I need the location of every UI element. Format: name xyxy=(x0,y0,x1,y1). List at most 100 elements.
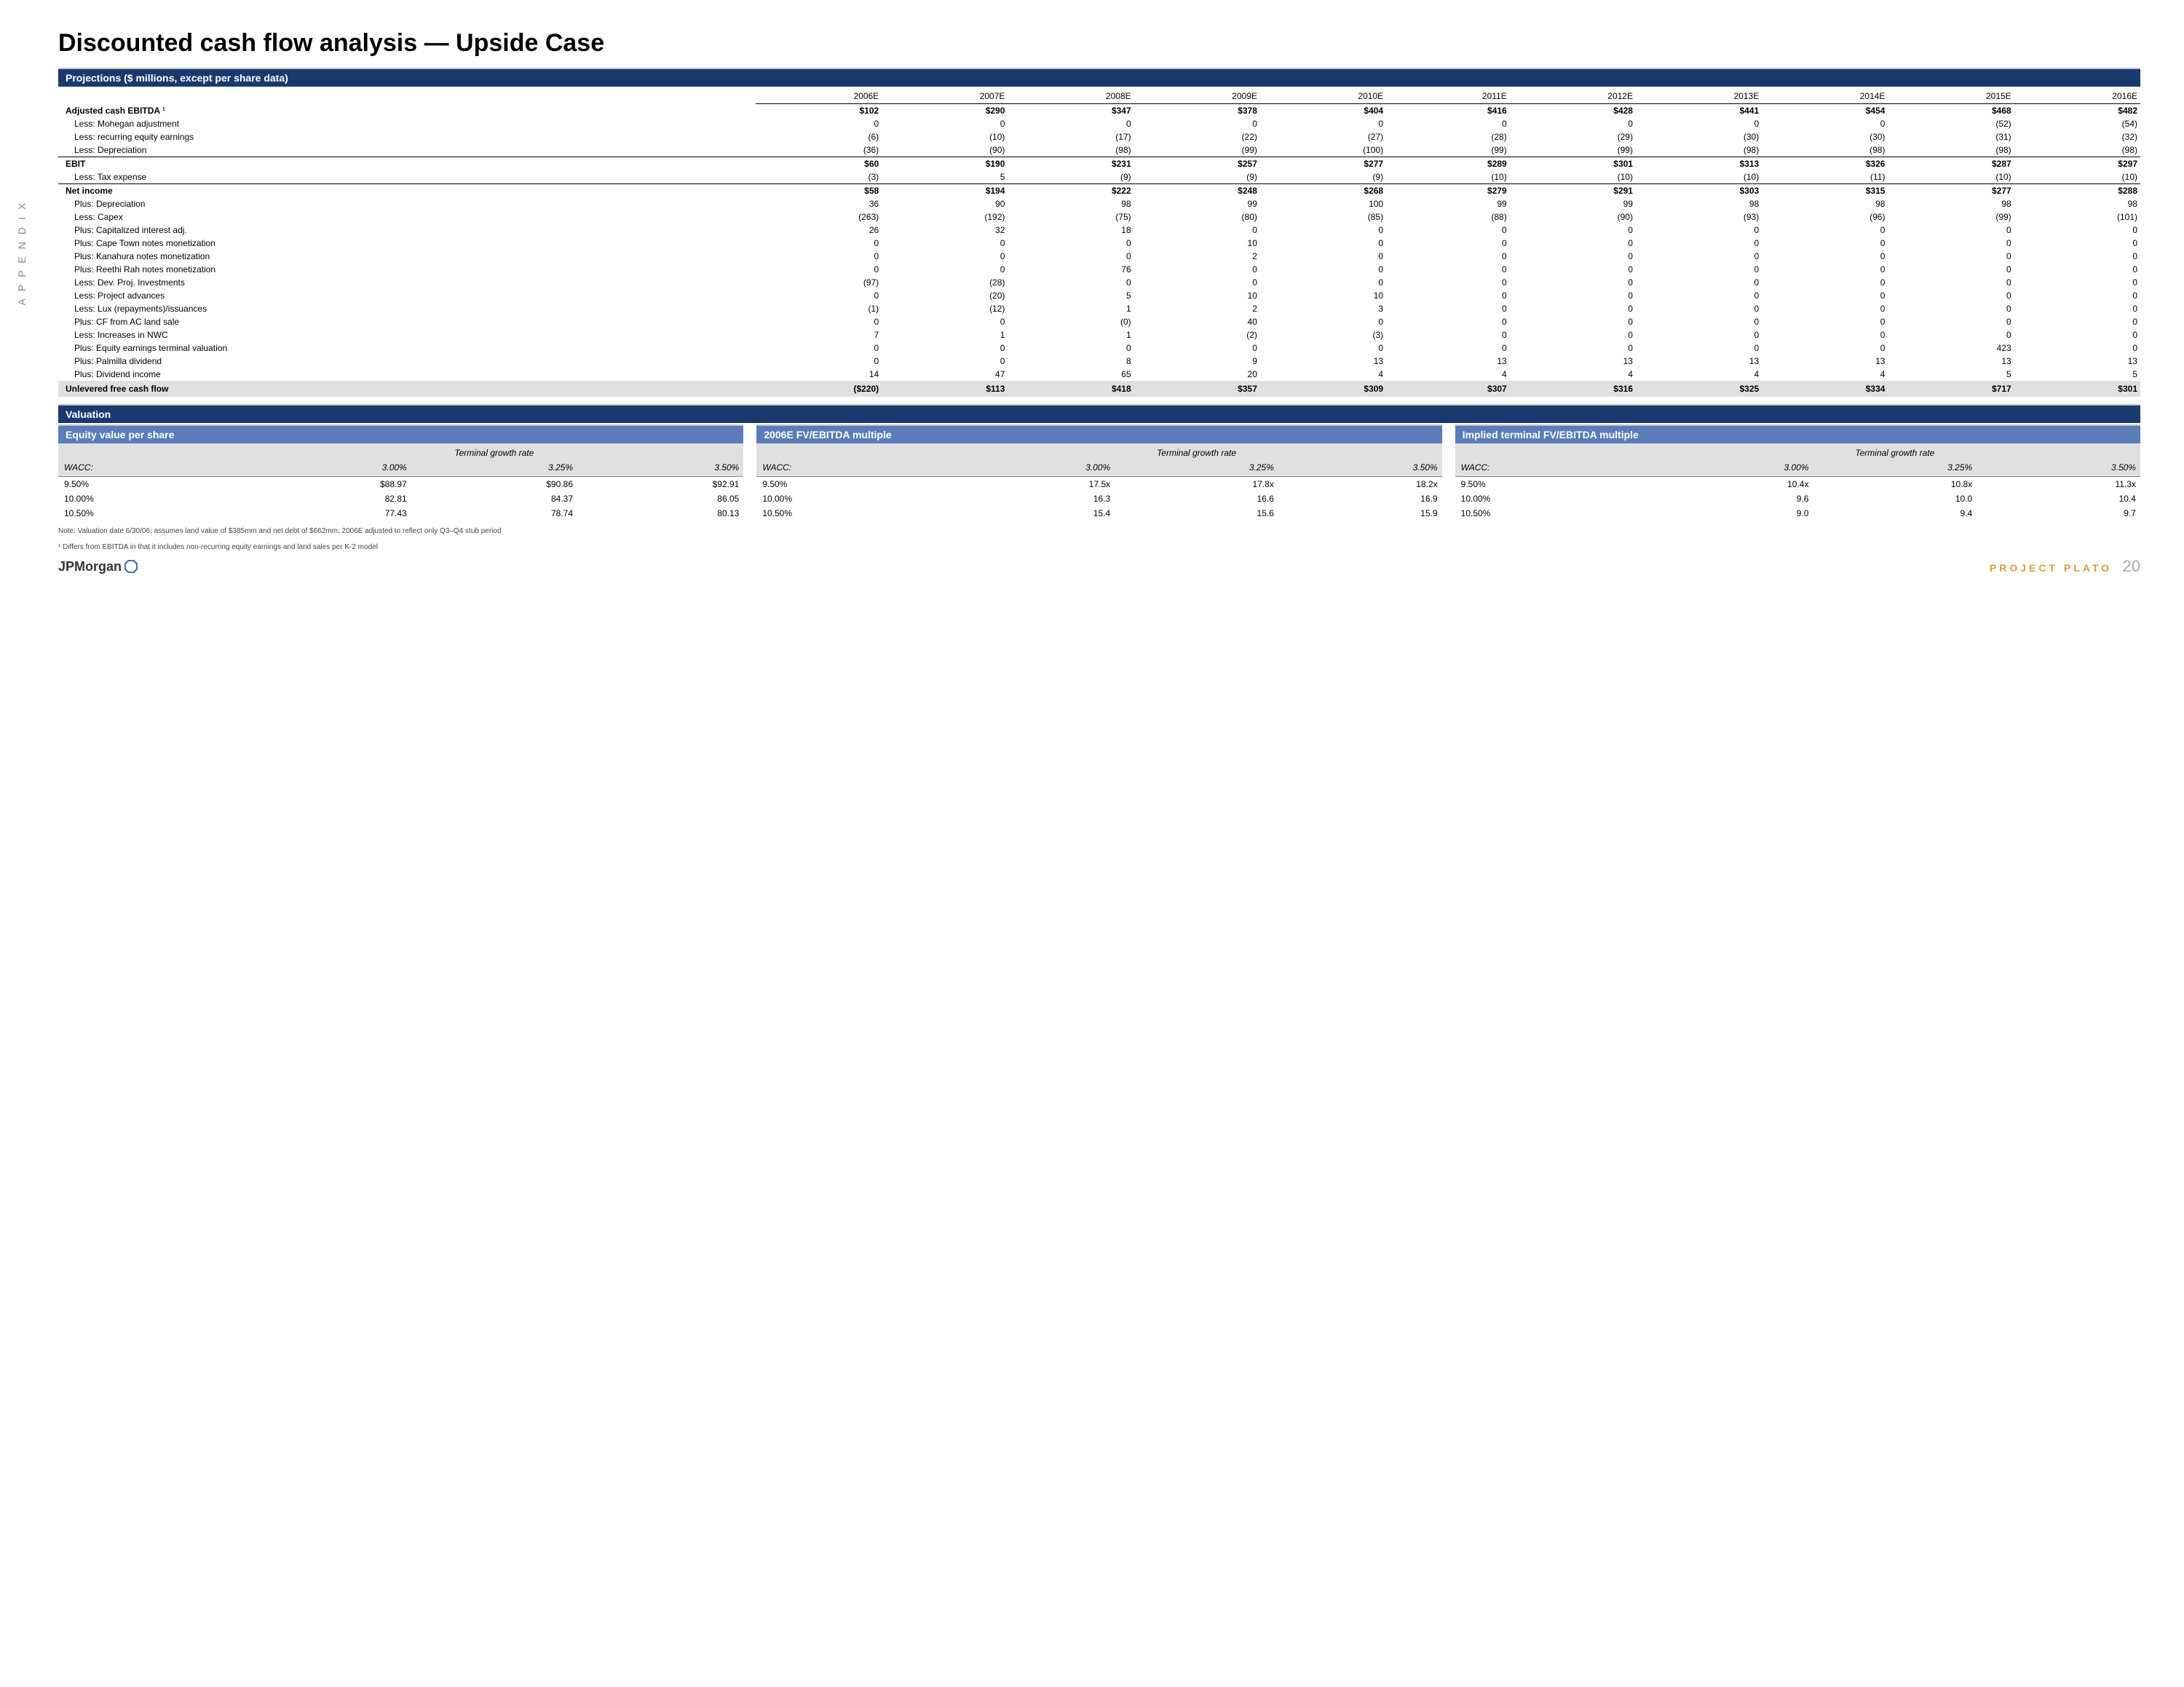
table-row: Plus: Depreciation3690989910099999898989… xyxy=(58,197,2140,210)
cell: $102 xyxy=(756,104,882,118)
row-label: Net income xyxy=(58,184,756,198)
row-label: Adjusted cash EBITDA ¹ xyxy=(58,104,756,118)
cell: 0 xyxy=(1386,250,1510,263)
row-label: Plus: Kanahura notes monetization xyxy=(58,250,756,263)
cell: $313 xyxy=(1636,157,1762,171)
cell: (93) xyxy=(1636,210,1762,224)
row-label: Plus: Equity earnings terminal valuation xyxy=(58,341,756,355)
cell: (20) xyxy=(882,289,1008,302)
cell: $468 xyxy=(1888,104,2014,118)
page-number: 20 xyxy=(2123,557,2140,575)
table-row: Less: Mohegan adjustment000000000(52)(54… xyxy=(58,117,2140,130)
cell: 0 xyxy=(1260,250,1386,263)
cell: 0 xyxy=(1762,224,1888,237)
cell: (0) xyxy=(1008,315,1133,328)
col-header: 3.50% xyxy=(1278,460,1442,477)
cell: 99 xyxy=(1386,197,1510,210)
cell: $277 xyxy=(1260,157,1386,171)
cell: $290 xyxy=(882,104,1008,118)
cell: 0 xyxy=(1636,263,1762,276)
cell: 0 xyxy=(1762,289,1888,302)
cell: (28) xyxy=(1386,130,1510,143)
cell: (9) xyxy=(1134,170,1260,184)
col-header: 3.25% xyxy=(1813,460,1977,477)
cell: 13 xyxy=(1510,355,1636,368)
col-header: 3.00% xyxy=(951,460,1115,477)
table-row: Plus: Dividend income144765204444455 xyxy=(58,368,2140,381)
ufcf-row: Unlevered free cash flow($220)$113$418$3… xyxy=(58,381,2140,397)
cell: 90 xyxy=(882,197,1008,210)
logo-text: JPMorgan xyxy=(58,559,122,574)
cell: $482 xyxy=(2014,104,2140,118)
cell: 0 xyxy=(882,250,1008,263)
cell: 0 xyxy=(1386,263,1510,276)
cell: 0 xyxy=(1134,224,1260,237)
cell: 0 xyxy=(1636,276,1762,289)
cell: 0 xyxy=(1762,250,1888,263)
cell: $326 xyxy=(1762,157,1888,171)
cell: (80) xyxy=(1134,210,1260,224)
table-row: Plus: Capitalized interest adj.263218000… xyxy=(58,224,2140,237)
row-label: Unlevered free cash flow xyxy=(58,381,756,397)
cell: 7 xyxy=(756,328,882,341)
col-header: 3.00% xyxy=(245,460,411,477)
cell: 0 xyxy=(2014,276,2140,289)
cell: 76 xyxy=(1008,263,1133,276)
cell: 0 xyxy=(1260,237,1386,250)
cell: $190 xyxy=(882,157,1008,171)
cell: (98) xyxy=(1888,143,2014,157)
cell: 0 xyxy=(1386,117,1510,130)
cell: 98 xyxy=(1008,197,1133,210)
cell: $289 xyxy=(1386,157,1510,171)
cell: (10) xyxy=(2014,170,2140,184)
cell: 0 xyxy=(1888,289,2014,302)
cell: 0 xyxy=(1762,237,1888,250)
cell: $88.97 xyxy=(245,477,411,492)
cell: 15.6 xyxy=(1115,506,1278,521)
row-label: Less: Tax expense xyxy=(58,170,756,184)
cell: (3) xyxy=(756,170,882,184)
year-header: 2016E xyxy=(2014,87,2140,104)
cell: 0 xyxy=(1888,328,2014,341)
cell: 2 xyxy=(1134,302,1260,315)
cell: 0 xyxy=(1386,224,1510,237)
cell: 0 xyxy=(756,250,882,263)
table-row: Less: Increases in NWC711(2)(3)000000 xyxy=(58,328,2140,341)
cell: 0 xyxy=(1636,224,1762,237)
cell: 0 xyxy=(1260,224,1386,237)
cell: 0 xyxy=(1510,250,1636,263)
cell: (10) xyxy=(1888,170,2014,184)
cell: 0 xyxy=(1762,315,1888,328)
row-label: EBIT xyxy=(58,157,756,171)
cell: (96) xyxy=(1762,210,1888,224)
table-row: 10.00%82.8184.3786.05 xyxy=(58,491,743,506)
cell: (52) xyxy=(1888,117,2014,130)
cell: 78.74 xyxy=(411,506,577,521)
table-row: 10.50%15.415.615.9 xyxy=(756,506,1441,521)
cell: 13 xyxy=(2014,355,2140,368)
year-header: 2008E xyxy=(1008,87,1133,104)
cell: 0 xyxy=(756,289,882,302)
cell: 9.6 xyxy=(1650,491,1813,506)
cell: $288 xyxy=(2014,184,2140,198)
cell: 0 xyxy=(1888,302,2014,315)
wacc-rate: 10.50% xyxy=(58,506,245,521)
cell: $301 xyxy=(1510,157,1636,171)
row-label: Plus: Depreciation xyxy=(58,197,756,210)
col-header: 3.25% xyxy=(1115,460,1278,477)
cell: 0 xyxy=(1386,289,1510,302)
cell: 98 xyxy=(1762,197,1888,210)
cell: 16.3 xyxy=(951,491,1115,506)
cell: 0 xyxy=(1510,328,1636,341)
year-header: 2013E xyxy=(1636,87,1762,104)
cell: (54) xyxy=(2014,117,2140,130)
cell: 13 xyxy=(1260,355,1386,368)
cell: 10.0 xyxy=(1813,491,1977,506)
cell: $717 xyxy=(1888,381,2014,397)
cell: $92.91 xyxy=(577,477,743,492)
logo-icon xyxy=(124,560,138,573)
cell: 0 xyxy=(1888,250,2014,263)
cell: 4 xyxy=(1636,368,1762,381)
cell: $357 xyxy=(1134,381,1260,397)
row-label: Plus: Dividend income xyxy=(58,368,756,381)
